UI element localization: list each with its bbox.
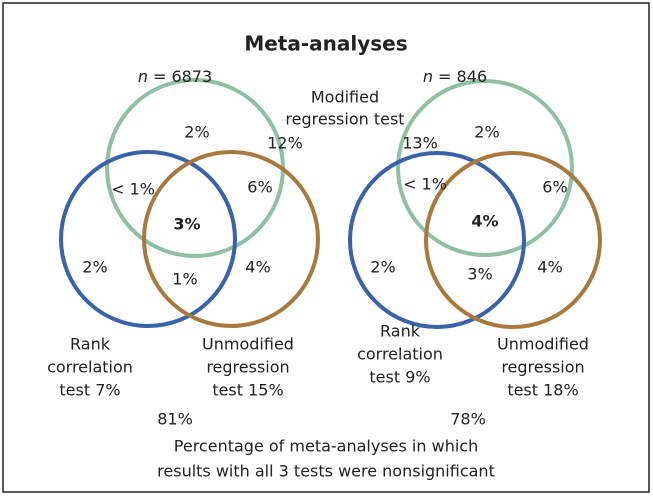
rank-label: Rank [380, 322, 421, 341]
modified-circle [396, 79, 574, 257]
region-pct: 4% [245, 258, 270, 277]
region-pct: < 1% [111, 180, 155, 199]
region-pct: 1% [172, 270, 197, 289]
modified-label: Modified [311, 88, 379, 107]
sample-size: n = 846 [423, 67, 487, 86]
outside-pct: 78% [450, 410, 486, 429]
unmodified-label: regression [206, 358, 289, 377]
unmodified-circle [424, 151, 602, 329]
region-pct: 6% [542, 178, 567, 197]
rank-label: correlation [47, 358, 133, 377]
rank-label: test 7% [59, 381, 120, 400]
region-pct: 4% [471, 212, 498, 231]
outside-pct: 81% [157, 410, 193, 429]
unmodified-label: regression [501, 358, 584, 377]
rank-label: Rank [70, 335, 111, 354]
rank-circle [59, 150, 237, 328]
unmodified-label: test 15% [212, 381, 283, 400]
footnote: results with all 3 tests were nonsignifi… [157, 462, 495, 481]
modified-pct: 12% [267, 134, 303, 153]
region-pct: 2% [82, 258, 107, 277]
frame [2, 2, 650, 493]
unmodified-label: Unmodified [202, 335, 294, 354]
unmodified-label: test 18% [507, 381, 578, 400]
footnote: Percentage of meta-analyses in which [174, 437, 478, 456]
region-pct: 3% [173, 215, 200, 234]
n-text: = 846 [438, 67, 487, 86]
unmodified-label: Unmodified [497, 335, 589, 354]
region-pct: 6% [247, 178, 272, 197]
rank-label: correlation [357, 345, 443, 364]
region-pct: 2% [184, 123, 209, 142]
region-pct: 2% [370, 258, 395, 277]
region-pct: 3% [467, 265, 492, 284]
sample-size: n = 6873 [138, 67, 212, 86]
region-pct: 4% [537, 258, 562, 277]
unmodified-circle [142, 150, 320, 328]
rank-label: test 9% [369, 368, 430, 387]
region-pct: < 1% [403, 175, 447, 194]
rank-circle [348, 151, 526, 329]
modified-pct: 13% [402, 134, 438, 153]
n-text: = 6873 [153, 67, 212, 86]
n-symbol: n [138, 67, 148, 86]
title: Meta-analyses [244, 32, 407, 56]
modified-label: regression test [285, 110, 404, 129]
n-symbol: n [423, 67, 433, 86]
region-pct: 2% [474, 123, 499, 142]
